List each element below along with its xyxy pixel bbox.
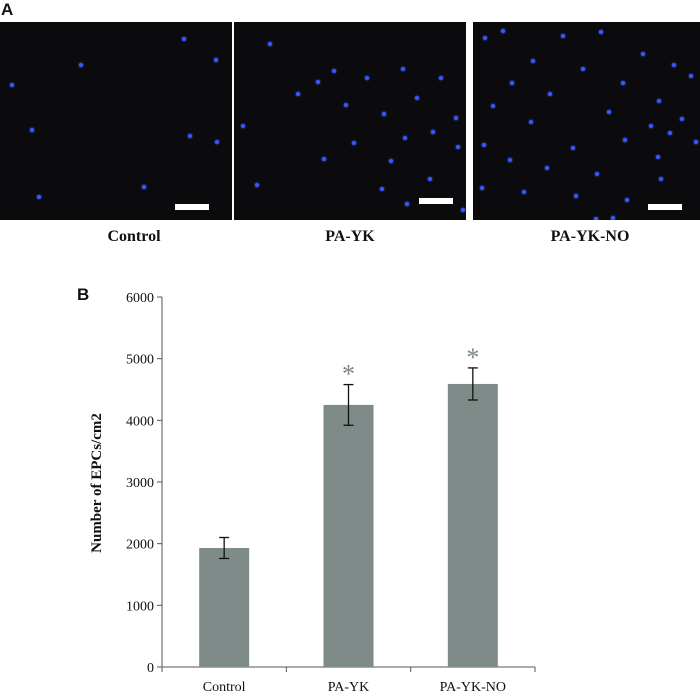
scale-bar — [648, 204, 682, 210]
y-tick-label: 0 — [147, 661, 154, 676]
significance-marker: * — [342, 360, 355, 389]
y-axis-label: Number of EPCs/cm2 — [89, 413, 105, 553]
x-tick-label: Control — [203, 680, 246, 694]
y-tick-label: 5000 — [126, 353, 154, 368]
micrograph-control — [0, 22, 232, 220]
y-tick-label: 6000 — [126, 291, 154, 306]
y-tick-label: 3000 — [126, 476, 154, 491]
caption-pa-yk: PA-YK — [325, 228, 375, 245]
micrograph-pa-yk-no — [473, 22, 700, 220]
x-tick-label: PA-YK-NO — [440, 680, 506, 694]
caption-control: Control — [107, 228, 161, 245]
y-tick-label: 4000 — [126, 414, 154, 429]
bar-pa-yk-no — [447, 383, 498, 667]
panel-b-letter: B — [77, 285, 90, 304]
panel-a-letter: A — [1, 0, 14, 19]
bar-control — [199, 547, 250, 667]
scale-bar — [175, 204, 209, 210]
y-tick-label: 2000 — [126, 538, 154, 553]
x-tick-label: PA-YK — [328, 680, 370, 694]
bar-pa-yk — [323, 404, 374, 667]
micrograph-pa-yk — [234, 22, 466, 220]
significance-marker: * — [466, 343, 479, 372]
y-tick-label: 1000 — [126, 599, 154, 614]
scale-bar — [419, 198, 453, 204]
caption-pa-yk-no: PA-YK-NO — [550, 228, 630, 245]
